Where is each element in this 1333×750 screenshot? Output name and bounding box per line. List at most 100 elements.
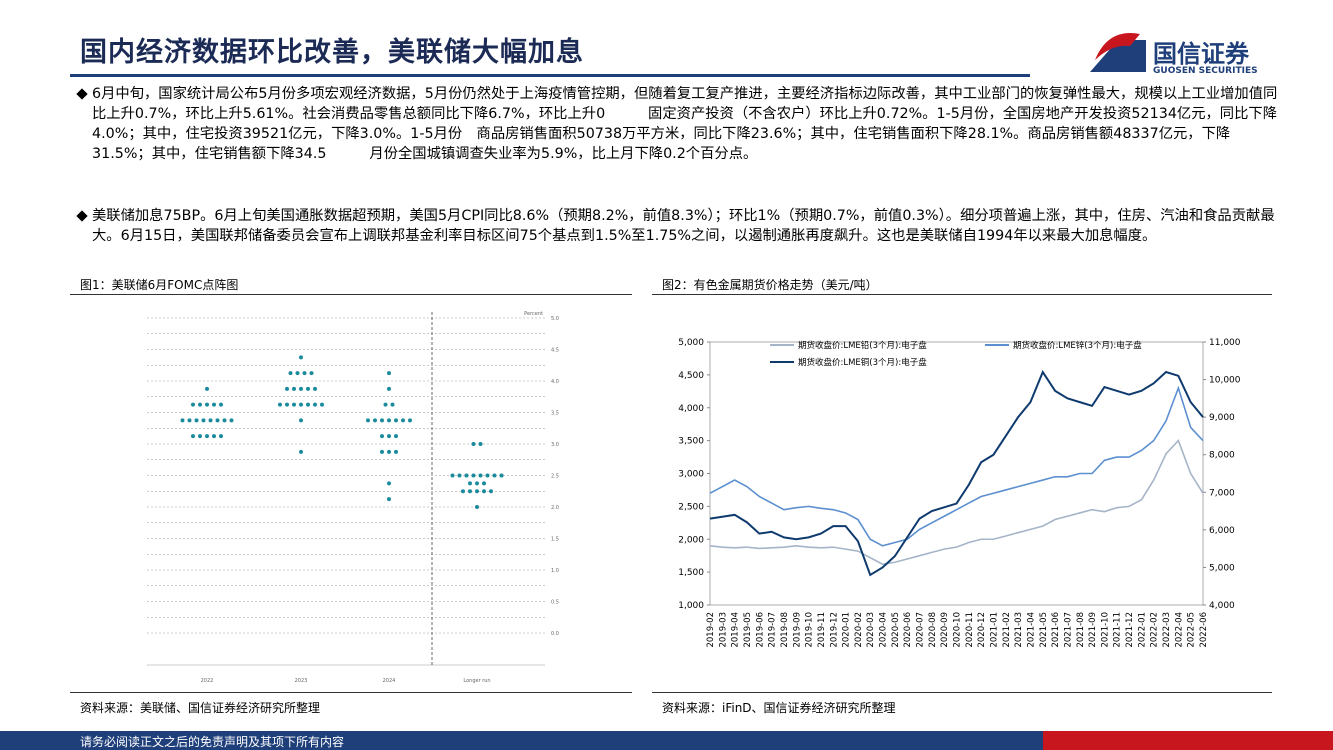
x-tick-label: 2020-12 <box>977 612 987 648</box>
x-tick-label: 2019-06 <box>755 612 765 648</box>
y-tick-label: 1,500 <box>678 568 704 578</box>
dot <box>208 418 213 423</box>
y-tick-label: 3,500 <box>678 437 704 447</box>
dot <box>468 481 472 486</box>
dot <box>194 418 199 423</box>
legend-label: 期货收盘价:LME锌(3个月):电子盘 <box>1013 340 1142 351</box>
dot <box>485 473 490 478</box>
y-tick-label: 4.0 <box>551 379 559 385</box>
x-tick-label: 2019-10 <box>805 612 815 648</box>
x-tick-label: 2022-04 <box>1174 612 1184 648</box>
y-tick-label: 3.5 <box>551 411 559 417</box>
figure-source: 资料来源：美联储、国信证券经济研究所整理 <box>80 701 321 715</box>
dot <box>478 473 483 478</box>
dot <box>205 434 209 439</box>
y-tick-label: 2.5 <box>551 474 559 480</box>
dot <box>292 402 296 407</box>
dot <box>205 402 209 407</box>
dot <box>475 489 479 494</box>
footer-text: 请务必阅读正文之后的免责声明及其项下所有内容 <box>80 735 345 749</box>
x-tick-label: 2022-03 <box>1162 612 1172 648</box>
dot <box>457 473 462 478</box>
x-tick-label: 2020-08 <box>928 612 938 648</box>
dot <box>387 497 391 502</box>
dot <box>313 402 317 407</box>
dot <box>383 402 388 407</box>
dot <box>380 449 384 454</box>
series-line <box>709 369 1204 577</box>
dot <box>191 434 195 439</box>
dot <box>313 386 317 391</box>
x-tick-label: 2019-12 <box>829 612 839 648</box>
bullet: 6月中旬，国家统计局公布5月份多项宏观经济数据，5月份仍然处于上海疫情管控期，但… <box>76 84 1287 164</box>
y-tick-label: 1,000 <box>678 601 704 611</box>
x-tick-label: 2019-03 <box>718 612 728 648</box>
x-tick-label: 2020-09 <box>940 612 950 648</box>
dot <box>380 434 384 439</box>
y-axis-label: Percent <box>524 311 543 317</box>
y2-tick-label: 5,000 <box>1209 563 1235 573</box>
x-tick-label: 2021-12 <box>1125 612 1135 648</box>
charts: 0.0 0.5 1.0 1.5 2.0 2.5 3.0 3.5 4.0 4.5 5.0 Percent… <box>147 33 1241 684</box>
x-tick-label: 2019-07 <box>768 612 778 648</box>
dot <box>295 371 300 376</box>
dot <box>222 418 227 423</box>
y-tick-label: 4,500 <box>678 371 704 381</box>
dot <box>450 473 455 478</box>
bullet-text: 6月中旬，国家统计局公布5月份多项宏观经济数据，5月份仍然处于上海疫情管控期，但… <box>92 86 1278 162</box>
dot <box>306 402 310 407</box>
dot <box>408 418 412 423</box>
dot <box>299 386 303 391</box>
x-tick-label: 2020-06 <box>903 612 913 648</box>
dot <box>471 473 476 478</box>
x-tick-label: 2021-01 <box>989 612 999 648</box>
plot-frame <box>709 341 1204 606</box>
x-tick-label: 2021-02 <box>1002 612 1012 648</box>
dot <box>492 473 497 478</box>
x-tick-label: 2019-02 <box>706 612 716 648</box>
dot <box>212 434 216 439</box>
dot <box>464 473 469 478</box>
x-tick-label: 2020-10 <box>953 612 963 648</box>
dot <box>187 418 192 423</box>
footer-accent <box>1043 731 1333 750</box>
dot <box>482 481 486 486</box>
dot <box>380 418 384 423</box>
dot <box>302 371 307 376</box>
dot <box>292 386 296 391</box>
series-line <box>709 385 1204 547</box>
dot <box>229 418 234 423</box>
dot <box>499 473 504 478</box>
dot <box>309 371 314 376</box>
source-rule <box>652 692 1272 693</box>
x-tick-label: 2020-03 <box>866 612 876 648</box>
y2-tick-label: 9,000 <box>1209 413 1235 423</box>
dot <box>468 489 472 494</box>
y-tick-label: 2,000 <box>678 535 704 545</box>
x-tick-label: 2021-04 <box>1026 612 1036 648</box>
dot <box>180 418 185 423</box>
x-tick-label: 2021-08 <box>1076 612 1086 648</box>
logo-text: 国信证券 <box>1153 40 1249 68</box>
dot <box>219 402 223 407</box>
y-tick-label: 3.0 <box>551 442 559 448</box>
x-tick-label: 2019-04 <box>731 612 741 648</box>
dot <box>373 418 377 423</box>
logo-shape <box>1090 40 1146 72</box>
legend-label: 期货收盘价:LME铜(3个月):电子盘 <box>798 357 927 368</box>
logo-shape <box>1095 33 1140 60</box>
x-tick-label: 2019-08 <box>780 612 790 648</box>
y2-tick-label: 10,000 <box>1209 376 1241 386</box>
dot <box>475 481 479 486</box>
x-tick-label: 2019-11 <box>817 612 827 648</box>
caption-rule <box>652 294 1272 295</box>
dot <box>205 386 209 391</box>
y-tick-label: 0.5 <box>551 600 559 606</box>
title-rule <box>70 74 1030 77</box>
y2-tick-label: 7,000 <box>1209 488 1235 498</box>
x-tick-label: 2021-09 <box>1088 612 1098 648</box>
dot <box>191 402 195 407</box>
dot <box>387 386 391 391</box>
y2-tick-label: 11,000 <box>1209 338 1241 348</box>
